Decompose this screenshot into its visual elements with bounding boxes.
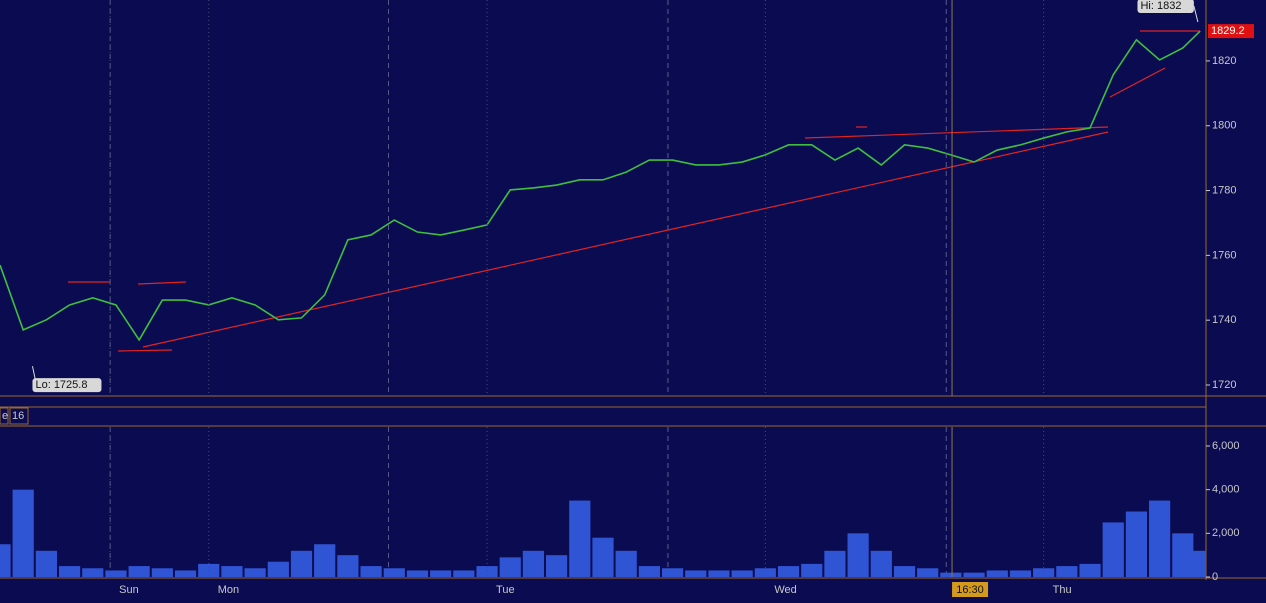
volume-bar [963,572,985,577]
volume-bar [1033,568,1055,577]
y-tick-label: 4,000 [1212,484,1240,496]
volume-bar [940,572,962,577]
volume-bar [824,550,846,577]
trendline [137,281,187,285]
annotation-box [32,378,102,393]
volume-bar [105,570,127,577]
cursor-label: 16:30 [956,584,984,596]
volume-bar [58,566,81,577]
y-tick-label: 1740 [1212,314,1236,326]
volume-bar [221,566,243,577]
annotation-label: Lo: 1725.8 [35,379,87,391]
panel-label: e [2,410,8,422]
panel-label-box [0,407,9,425]
volume-bar [917,568,939,577]
x-tick-label: Thu [1053,584,1072,596]
annotation-label: Hi: 1832 [1140,0,1181,12]
volume-bar [12,489,34,577]
y-tick-label: 1800 [1212,120,1236,132]
volume-bar [1009,570,1032,577]
volume-bar [893,566,916,577]
y-tick-label: 1780 [1212,184,1236,196]
volume-bar [267,561,289,577]
volume-bar [1149,500,1171,577]
y-tick-label: 0 [1212,571,1218,583]
trendline [142,131,1109,348]
volume-bar [383,568,405,577]
volume-bar [777,566,800,577]
volume-bar [638,566,660,577]
volume-bar [290,550,313,577]
volume-bar [499,557,521,577]
volume-bar [406,570,429,577]
volume-bar [198,563,220,577]
volume-bar [430,570,452,577]
volume-bar [244,568,266,577]
trendline [804,126,1109,139]
last-price-label: 1829.2 [1211,25,1245,37]
volume-bar [546,555,568,577]
volume-bar [1189,550,1206,577]
volume-bar [151,568,173,577]
annotation-box [1137,0,1194,14]
price-line [0,30,1201,342]
panel-strip [0,397,1206,426]
volume-bar [615,550,637,577]
volume-bar [870,550,892,577]
volume-bar [685,570,707,577]
plot-area [0,30,1201,342]
x-tick-label: Mon [218,584,239,596]
volume-bar [522,550,545,577]
y-tick-label: 1720 [1212,379,1236,391]
volume-bar [731,570,753,577]
volume-bar [82,568,104,577]
volume-bar [986,570,1008,577]
volume-bar [337,555,359,577]
panel-label: 16 [12,410,24,422]
y-tick-label: 2,000 [1212,527,1240,539]
volume-bar [1125,511,1148,577]
volume-bar [453,570,475,577]
y-tick-label: 1760 [1212,249,1236,261]
volume-bar [708,570,730,577]
volume-bar [847,533,869,577]
volume-bar [592,537,614,577]
volume-bar [314,544,336,577]
volume-bar [569,500,591,577]
volume-bar [801,563,823,577]
volume-bar [754,568,776,577]
volume-bar [1056,566,1078,577]
x-tick-label: Wed [774,584,796,596]
volume-bar [360,566,382,577]
volume-bar [1102,522,1124,577]
volume-bar [174,570,197,577]
y-tick-label: 1820 [1212,55,1236,67]
volume-bar [0,544,11,577]
y-tick-label: 6,000 [1212,440,1240,452]
trendline [117,349,173,352]
volume-bar [1172,533,1194,577]
volume-bar [661,568,684,577]
cursor-tag [952,582,989,597]
volume-bar [35,550,57,577]
annotation-pointer [1193,5,1199,23]
last-price-tag [1208,24,1254,39]
x-tick-label: Sun [119,584,139,596]
x-tick-label: Tue [496,584,515,596]
volume-bar [128,566,150,577]
trendline [1109,67,1166,98]
panel-label-box [9,407,29,425]
volume-bar [1079,563,1101,577]
trendlines [68,30,1200,352]
